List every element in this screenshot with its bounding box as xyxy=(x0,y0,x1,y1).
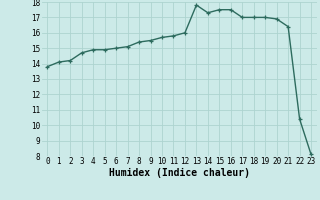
X-axis label: Humidex (Indice chaleur): Humidex (Indice chaleur) xyxy=(109,168,250,178)
